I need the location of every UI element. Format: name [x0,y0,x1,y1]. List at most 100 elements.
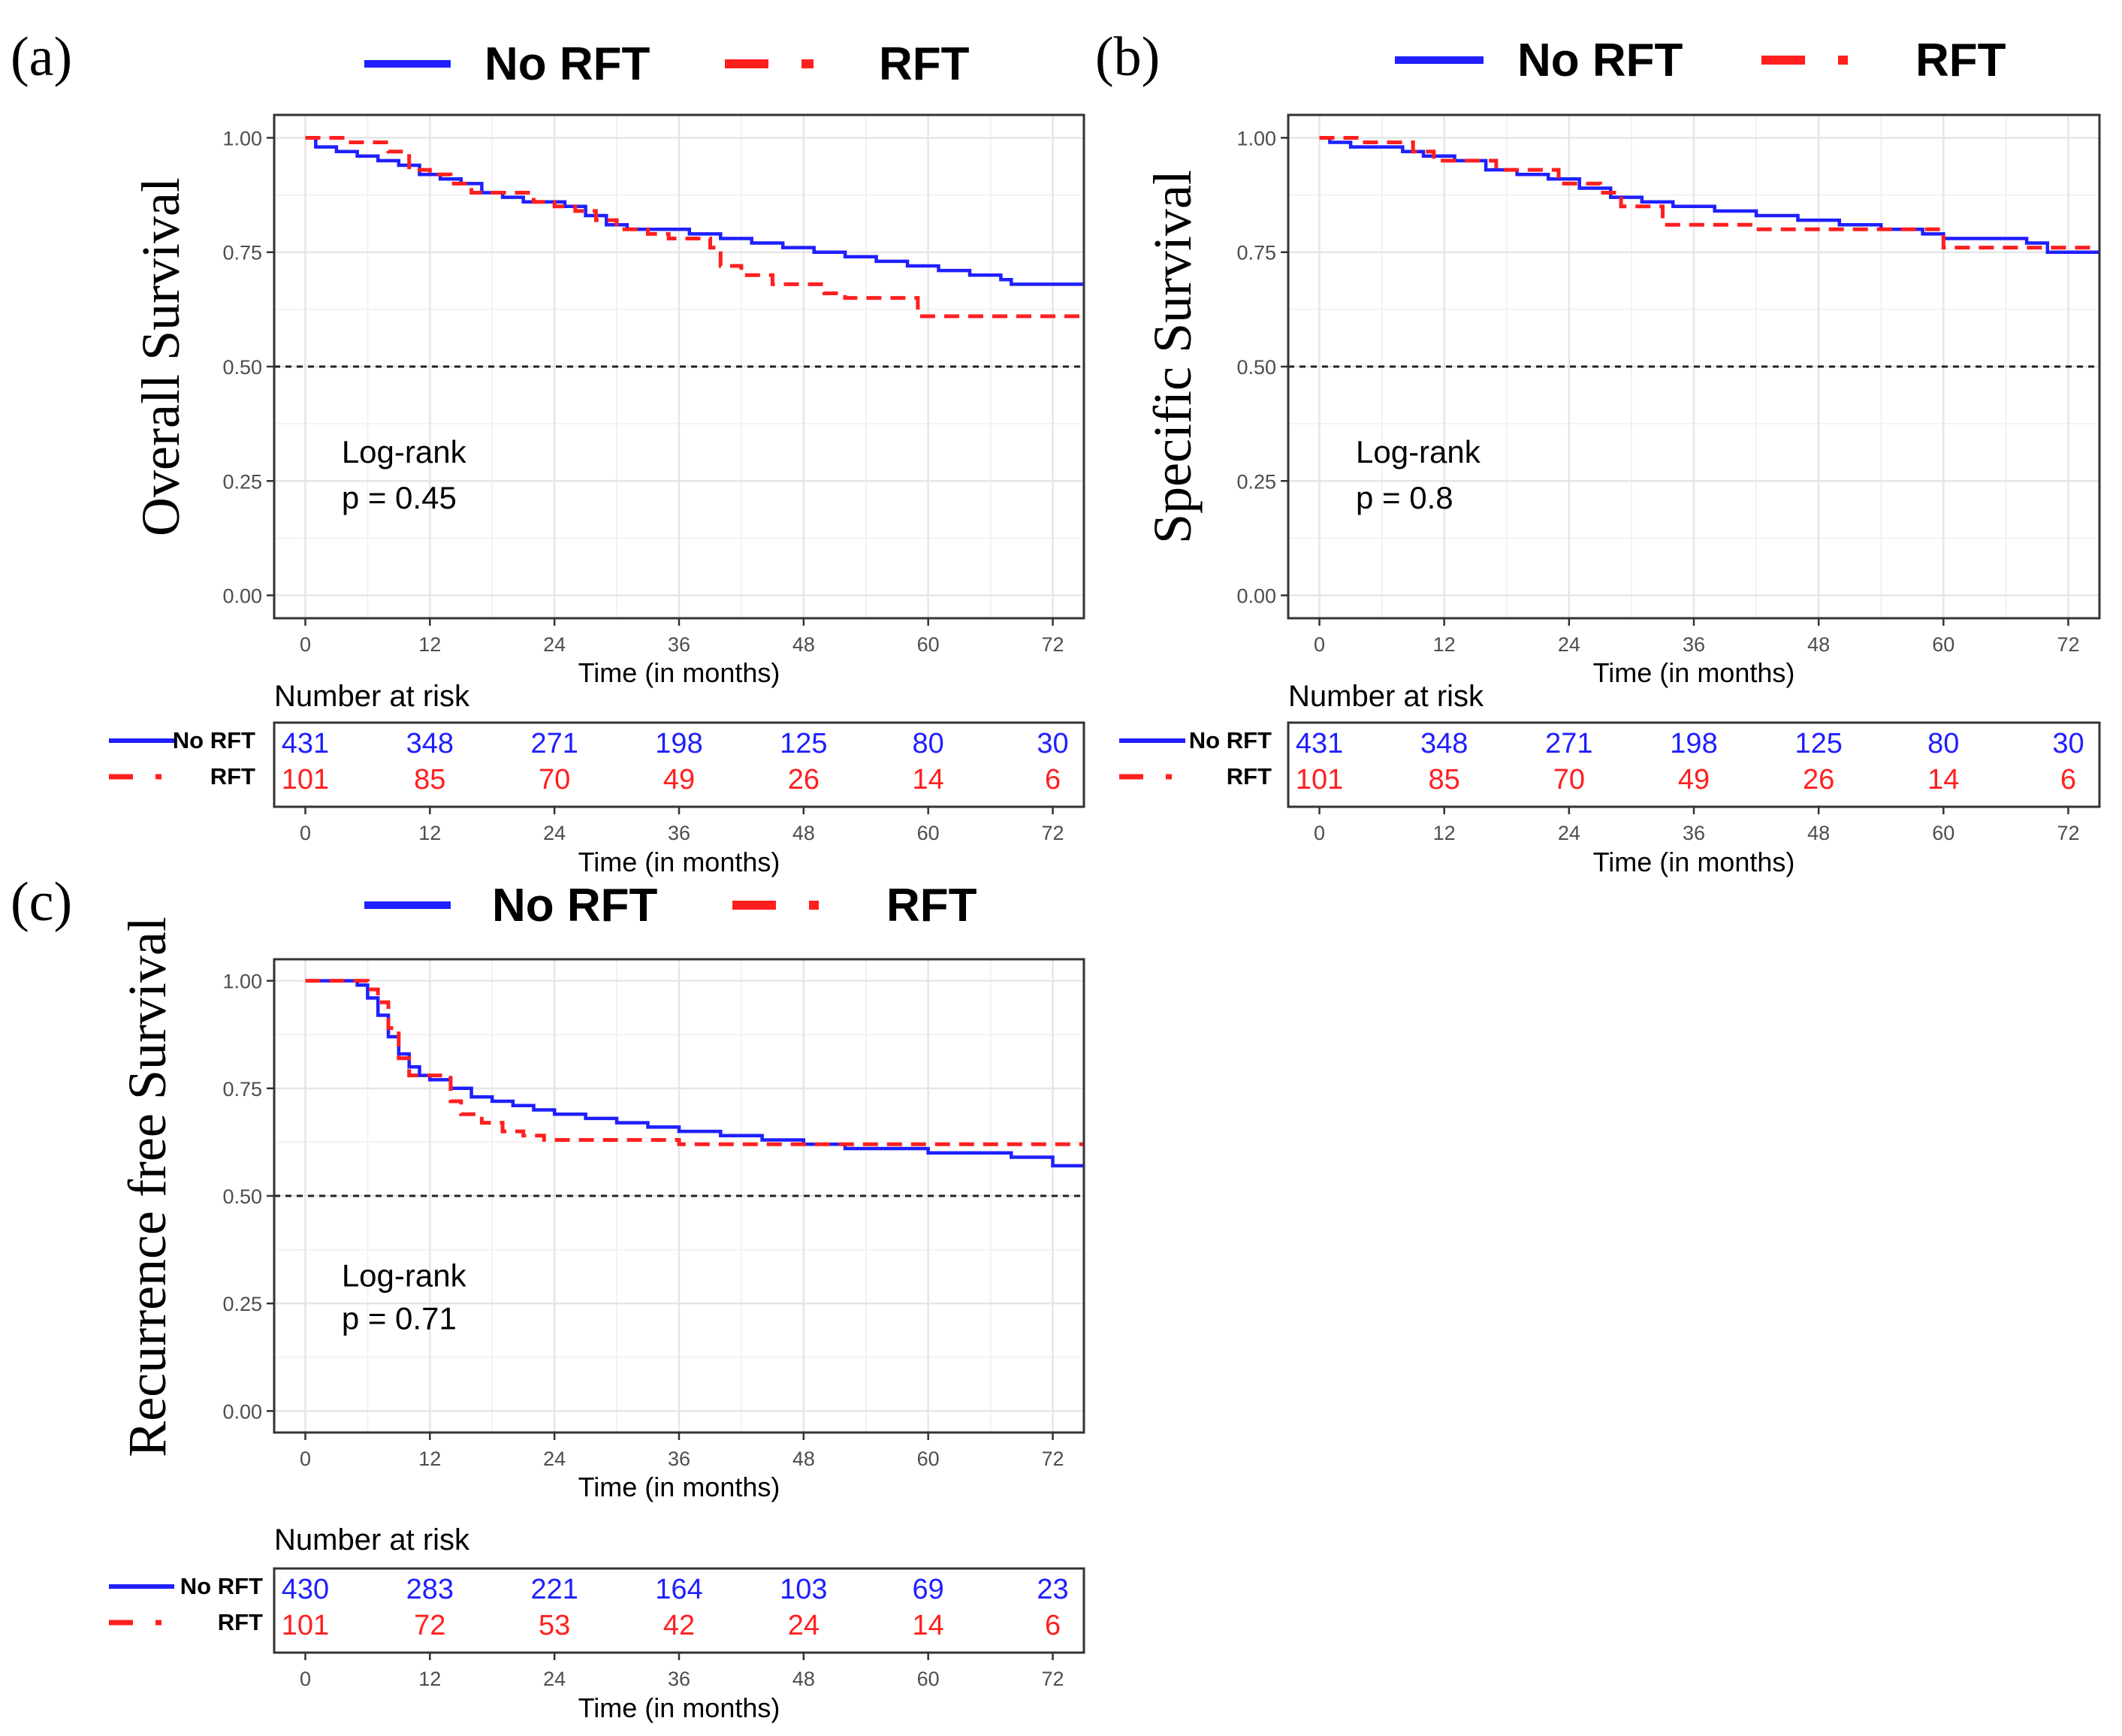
risk-x-tick-label: 36 [668,1668,690,1690]
risk-count: 70 [1553,764,1585,796]
panel-tag: (b) [1095,26,1160,88]
risk-x-tick-label: 24 [543,822,566,844]
km-curve-rft [305,136,1084,319]
risk-count: 198 [1670,728,1717,759]
risk-count: 198 [655,728,702,759]
risk-x-tick-label: 60 [917,822,940,844]
x-tick-label: 12 [418,633,441,656]
risk-count: 26 [1803,764,1834,796]
risk-count: 271 [530,728,578,759]
risk-x-tick-label: 12 [418,822,441,844]
legend-no-rft-label: No RFT [484,38,650,90]
y-tick-label: 1.00 [222,971,262,993]
risk-count: 101 [1296,764,1343,796]
risk-count: 6 [1045,764,1061,796]
y-tick-label: 0.50 [222,1185,262,1208]
risk-count: 42 [663,1610,695,1641]
risk-x-axis-title: Time (in months) [578,1692,780,1723]
km-curve-no-rft [305,136,1084,286]
risk-x-axis-title: Time (in months) [1593,847,1795,877]
panel-b: (b) No RFT RFT 0.00 0.25 0.50 0.75 1.00 0 12 24 36 4… [1095,26,2101,877]
logrank-p-value: p = 0.71 [342,1301,457,1336]
risk-x-tick-label: 72 [1042,822,1064,844]
x-tick-label: 0 [300,633,311,656]
x-axis-title: Time (in months) [578,1472,780,1502]
risk-count: 53 [539,1610,570,1641]
y-tick-label: 0.75 [1236,242,1276,264]
x-tick-label: 60 [1932,633,1954,656]
risk-count: 80 [1927,728,1959,759]
km-curve-no-rft [305,979,1084,1168]
y-axis-title: Overall Survival [131,177,191,536]
risk-row-label: RFT [218,1609,263,1635]
risk-x-tick-label: 72 [1042,1668,1064,1690]
y-axis-title: Specific Survival [1142,170,1203,544]
y-tick-label: 0.25 [222,1293,262,1315]
risk-count: 164 [655,1574,702,1605]
y-tick-label: 0.00 [1236,585,1276,608]
risk-count: 431 [282,728,329,759]
y-tick-label: 0.50 [1236,356,1276,379]
y-tick-label: 1.00 [222,127,262,149]
risk-x-tick-label: 60 [1932,822,1954,844]
risk-count: 72 [414,1610,445,1641]
logrank-label: Log-rank [342,434,467,469]
x-tick-label: 36 [1683,633,1705,656]
y-tick-label: 0.75 [222,242,262,264]
y-tick-label: 0.75 [222,1078,262,1100]
risk-count: 14 [913,1610,944,1641]
risk-count: 125 [1794,728,1842,759]
risk-table-title: Number at risk [274,680,470,713]
panel-a: (a) No RFT RFT 0.00 0.25 0.50 0.75 1.00 0 12 24 36 4… [11,26,1085,877]
x-axis-title: Time (in months) [1593,657,1795,688]
risk-x-tick-label: 12 [418,1668,441,1690]
risk-count: 6 [1045,1610,1061,1641]
risk-count: 221 [530,1574,578,1605]
risk-row-label: RFT [1227,763,1272,790]
x-tick-label: 72 [1042,633,1064,656]
risk-table-box [273,721,1085,808]
risk-x-tick-label: 72 [2057,822,2079,844]
y-tick-label: 1.00 [1236,127,1276,149]
logrank-p-value: p = 0.45 [342,480,457,515]
panel-c: (c) No RFT RFT 0.00 0.25 0.50 0.75 1.00 0 12 24 36 4… [11,871,1085,1723]
panel-tag: (a) [11,26,72,88]
x-tick-label: 36 [668,1448,690,1470]
risk-count: 348 [406,728,454,759]
risk-count: 431 [1296,728,1343,759]
x-tick-label: 24 [1558,633,1580,656]
x-tick-label: 12 [418,1448,441,1470]
risk-x-tick-label: 36 [1683,822,1705,844]
risk-count: 430 [282,1574,329,1605]
risk-count: 70 [539,764,570,796]
y-tick-label: 0.50 [222,356,262,379]
logrank-p-value: p = 0.8 [1356,480,1453,515]
risk-count: 271 [1545,728,1592,759]
risk-table-box [273,1567,1085,1654]
y-tick-label: 0.00 [222,1400,262,1423]
risk-count: 101 [282,1610,329,1641]
panel-tag: (c) [11,871,72,933]
y-tick-label: 0.25 [1236,470,1276,493]
x-tick-label: 48 [1807,633,1830,656]
risk-count: 101 [282,764,329,796]
y-tick-label: 0.25 [222,470,262,493]
risk-x-tick-label: 0 [300,822,311,844]
risk-row-label: No RFT [1189,727,1272,753]
risk-count: 49 [663,764,695,796]
risk-count: 103 [780,1574,827,1605]
risk-row-label: No RFT [173,727,255,753]
x-tick-label: 60 [917,1448,940,1470]
x-tick-label: 24 [543,633,566,656]
risk-x-tick-label: 0 [1314,822,1325,844]
legend-rft-label: RFT [886,880,977,931]
x-axis-title: Time (in months) [578,657,780,688]
km-curve-rft [305,979,1084,1146]
risk-count: 348 [1420,728,1468,759]
risk-x-tick-label: 24 [543,1668,566,1690]
risk-count: 6 [2060,764,2076,796]
y-tick-label: 0.00 [222,585,262,608]
risk-count: 80 [913,728,944,759]
x-tick-label: 48 [792,1448,815,1470]
risk-x-tick-label: 12 [1433,822,1456,844]
